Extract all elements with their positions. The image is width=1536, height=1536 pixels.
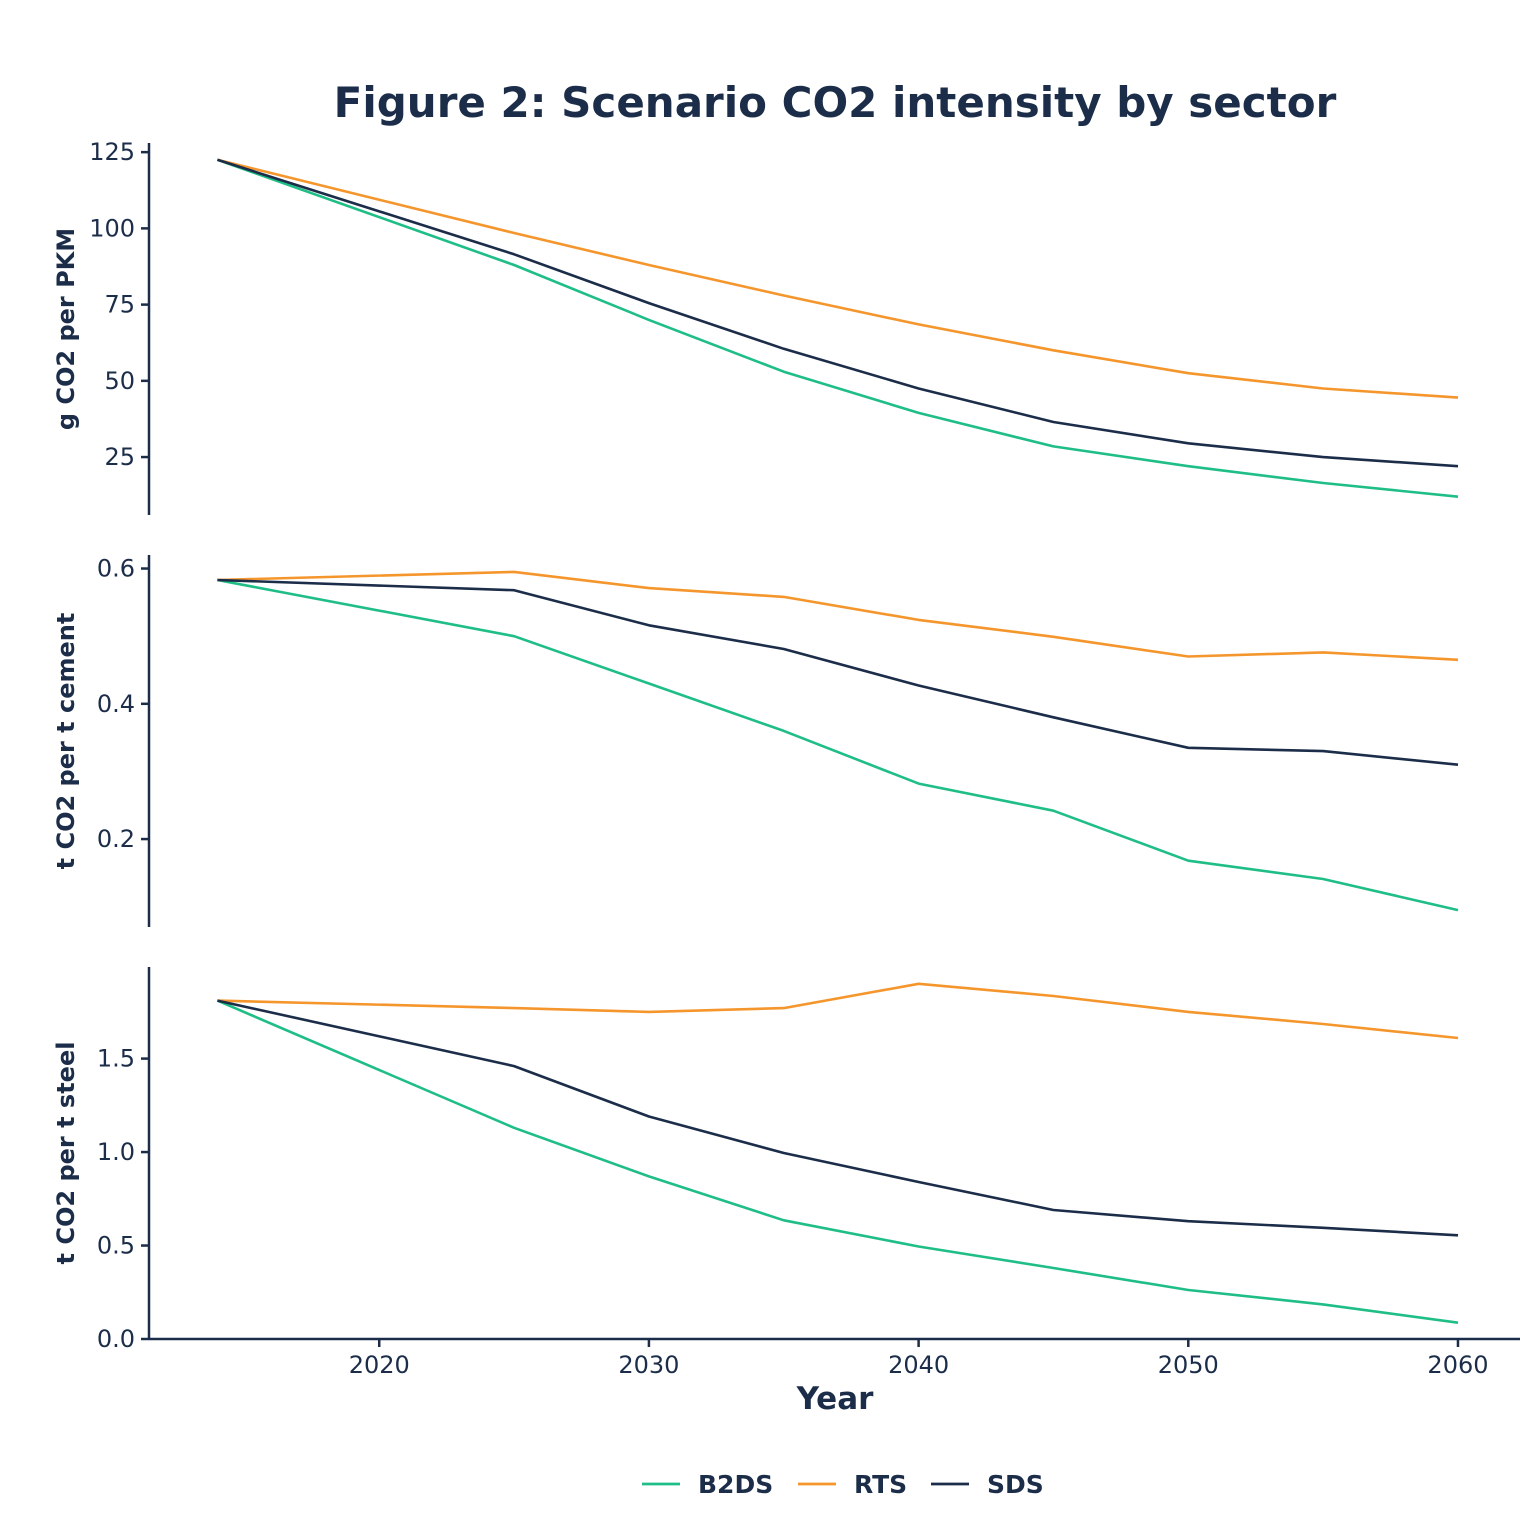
series-line-rts xyxy=(217,982,1459,1040)
legend-item-rts: RTS xyxy=(798,1470,907,1499)
y-tick-label: 25 xyxy=(104,443,135,471)
panel-3: 0.0 0.5 1.0 1.5 t CO2 per t steel 2020 2030 204… xyxy=(52,967,1520,1379)
series-line-b2ds xyxy=(216,999,1459,1324)
x-tick-label: 2040 xyxy=(888,1351,949,1379)
y-tick-label: 100 xyxy=(89,214,135,242)
series-line-sds xyxy=(217,999,1459,1237)
series-line-sds xyxy=(217,158,1459,468)
panel-2: 0.2 0.4 0.6 t CO2 per t cement xyxy=(52,555,1459,927)
legend-item-b2ds: B2DS xyxy=(642,1470,773,1499)
y-tick-label: 1.5 xyxy=(97,1045,135,1073)
legend-label: B2DS xyxy=(698,1470,773,1499)
legend-label: SDS xyxy=(987,1470,1044,1499)
chart-panels: 25 50 75 100 125 g CO2 per PKM 0.2 0.4 0.6 t CO2 … xyxy=(52,138,1520,1379)
x-tick-label: 2060 xyxy=(1427,1351,1488,1379)
y-tick-label: 0.6 xyxy=(97,555,135,583)
panel-1: 25 50 75 100 125 g CO2 per PKM xyxy=(52,138,1459,515)
series-line-rts xyxy=(217,158,1459,399)
y-tick-label: 0.4 xyxy=(97,690,135,718)
y-tick-label: 125 xyxy=(89,138,135,166)
series-line-b2ds xyxy=(217,578,1459,912)
series-line-sds xyxy=(217,578,1459,766)
x-tick-label: 2030 xyxy=(618,1351,679,1379)
y-axis-label: t CO2 per t cement xyxy=(52,613,80,870)
legend-label: RTS xyxy=(854,1470,907,1499)
legend-item-sds: SDS xyxy=(931,1470,1044,1499)
y-tick-label: 50 xyxy=(104,367,135,395)
y-tick-label: 0.5 xyxy=(97,1232,135,1260)
y-tick-label: 75 xyxy=(104,291,135,319)
series-line-b2ds xyxy=(216,158,1459,498)
y-axis-label: t CO2 per t steel xyxy=(52,1042,80,1265)
y-axis-label: g CO2 per PKM xyxy=(52,228,80,430)
y-tick-label: 0.0 xyxy=(97,1325,135,1353)
series-line-rts xyxy=(217,570,1459,662)
y-tick-label: 0.2 xyxy=(97,825,135,853)
y-tick-label: 1.0 xyxy=(97,1138,135,1166)
x-axis-label: Year xyxy=(796,1381,875,1417)
x-tick-label: 2020 xyxy=(349,1351,410,1379)
chart-title: Figure 2: Scenario CO2 intensity by sect… xyxy=(334,78,1337,127)
x-tick-label: 2050 xyxy=(1158,1351,1219,1379)
chart-legend: B2DS RTS SDS xyxy=(642,1470,1044,1499)
